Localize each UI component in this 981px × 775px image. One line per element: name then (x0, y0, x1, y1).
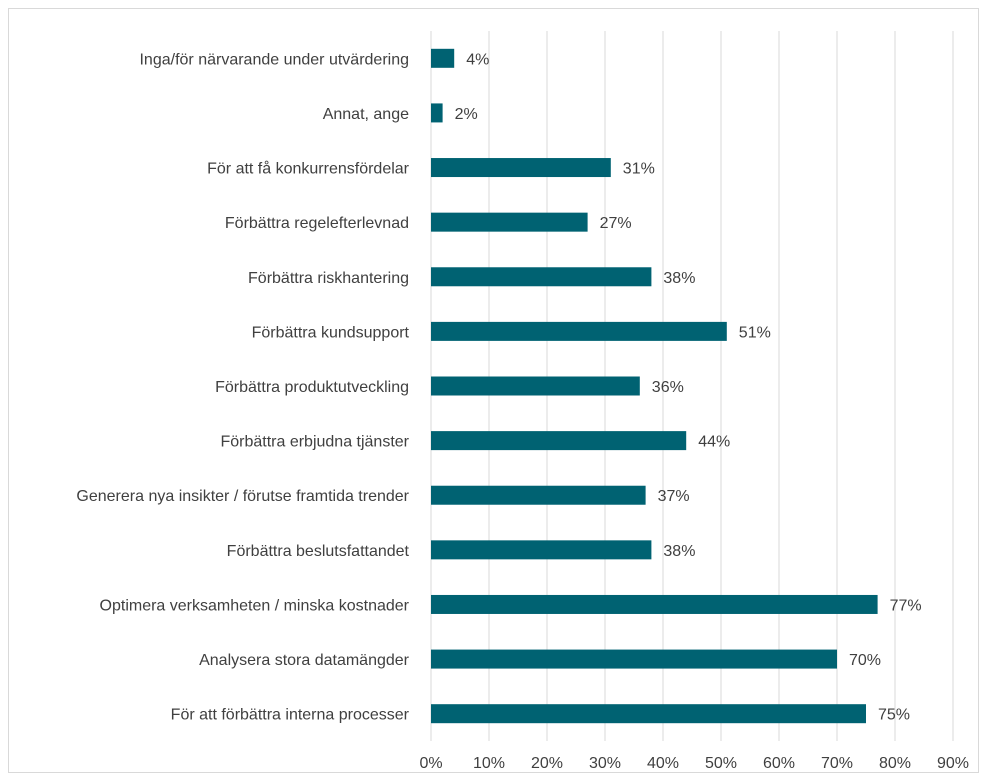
category-label: Optimera verksamheten / minska kostnader (100, 597, 410, 614)
category-label: Förbättra beslutsfattandet (227, 543, 410, 560)
bar (431, 431, 687, 451)
data-label: 75% (878, 707, 910, 724)
data-label: 77% (890, 597, 922, 614)
category-labels: Inga/för närvarande under utvärdering Ann… (76, 51, 409, 723)
bar (431, 267, 652, 287)
category-label: Förbättra riskhantering (248, 270, 409, 287)
bar (431, 158, 611, 178)
x-tick-label: 0% (419, 755, 442, 772)
data-label: 70% (849, 652, 881, 669)
category-label: För att förbättra interna processer (171, 707, 410, 724)
category-label: Förbättra regelefterlevnad (225, 215, 409, 232)
data-label: 36% (652, 379, 684, 396)
x-tick-label: 90% (937, 755, 969, 772)
x-tick-label: 30% (589, 755, 621, 772)
x-axis-ticks: 0% 10% 20% 30% 40% 50% 60% 70% 80% 90% (419, 755, 969, 772)
bar (431, 485, 646, 505)
bar (431, 321, 727, 341)
bar (431, 594, 878, 614)
bar (431, 103, 443, 123)
category-label: Förbättra produktutveckling (215, 379, 409, 396)
bar (431, 649, 837, 669)
data-label: 27% (600, 215, 632, 232)
category-label: Förbättra kundsupport (252, 324, 410, 341)
x-tick-label: 60% (763, 755, 795, 772)
category-label: Generera nya insikter / förutse framtida… (76, 488, 409, 505)
x-tick-label: 70% (821, 755, 853, 772)
category-label: Inga/för närvarande under utvärdering (139, 51, 409, 68)
x-tick-label: 20% (531, 755, 563, 772)
bars (431, 48, 878, 724)
chart-frame: Inga/för närvarande under utvärdering Ann… (8, 8, 979, 773)
data-label: 38% (663, 270, 695, 287)
data-label: 51% (739, 324, 771, 341)
x-tick-label: 80% (879, 755, 911, 772)
bar (431, 376, 640, 396)
data-label: 38% (663, 543, 695, 560)
bar (431, 704, 866, 724)
bar-chart: Inga/för närvarande under utvärdering Ann… (76, 31, 969, 772)
data-label: 4% (466, 51, 489, 68)
x-tick-label: 40% (647, 755, 679, 772)
bar (431, 48, 455, 68)
bar (431, 540, 652, 560)
data-label: 44% (698, 434, 730, 451)
x-tick-label: 10% (473, 755, 505, 772)
category-label: För att få konkurrensfördelar (207, 160, 410, 178)
bar (431, 212, 588, 232)
gridlines (430, 31, 954, 741)
data-labels: 4% 2% 31% 27% 38% 51% 36% 44% 37% 38% 77% 70% 75% (455, 51, 922, 723)
data-label: 31% (623, 161, 655, 178)
data-label: 2% (455, 106, 478, 123)
category-label: Förbättra erbjudna tjänster (220, 434, 409, 451)
category-label: Annat, ange (323, 106, 409, 123)
category-label: Analysera stora datamängder (199, 652, 410, 669)
x-tick-label: 50% (705, 755, 737, 772)
data-label: 37% (658, 488, 690, 505)
